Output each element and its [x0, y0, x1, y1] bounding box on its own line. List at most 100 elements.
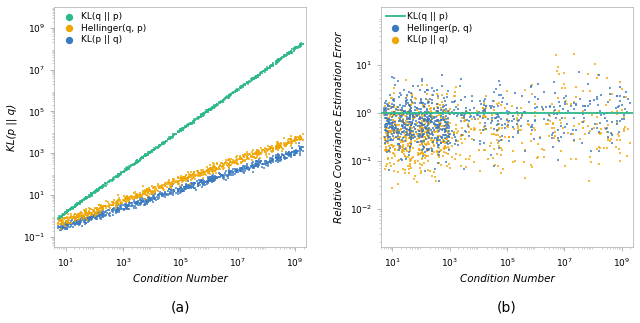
- Point: [216, 174, 226, 179]
- Point: [392, 107, 403, 112]
- Point: [417, 156, 428, 161]
- Point: [236, 168, 246, 173]
- Point: [387, 127, 397, 132]
- Point: [145, 187, 155, 192]
- Point: [508, 104, 518, 109]
- Point: [88, 190, 99, 195]
- Point: [220, 170, 230, 175]
- Point: [383, 148, 393, 153]
- Point: [453, 139, 463, 144]
- Point: [292, 46, 303, 51]
- Point: [236, 168, 246, 173]
- Point: [271, 146, 281, 151]
- Point: [185, 181, 195, 186]
- Point: [152, 187, 162, 192]
- Point: [59, 211, 69, 216]
- Point: [202, 179, 212, 184]
- Point: [239, 82, 249, 88]
- Point: [290, 139, 300, 144]
- Point: [390, 106, 401, 111]
- Point: [266, 64, 276, 69]
- Point: [387, 112, 397, 117]
- Point: [387, 125, 397, 130]
- Point: [440, 108, 451, 113]
- Point: [124, 199, 134, 204]
- Point: [208, 178, 218, 183]
- Point: [212, 175, 222, 181]
- Point: [166, 188, 176, 193]
- Point: [397, 138, 408, 143]
- Point: [205, 166, 216, 171]
- Point: [272, 154, 282, 160]
- Point: [54, 219, 64, 224]
- Point: [496, 102, 506, 108]
- Point: [151, 145, 161, 150]
- Point: [275, 56, 285, 61]
- Point: [58, 216, 68, 221]
- Point: [554, 99, 564, 104]
- Point: [275, 57, 285, 62]
- Point: [295, 134, 305, 140]
- Point: [443, 129, 453, 134]
- Point: [157, 141, 167, 147]
- Point: [602, 129, 612, 134]
- Point: [520, 175, 530, 181]
- Point: [212, 175, 223, 180]
- Point: [380, 141, 390, 146]
- Point: [289, 138, 300, 143]
- Point: [150, 195, 160, 200]
- Point: [138, 198, 148, 203]
- Point: [381, 128, 392, 133]
- Point: [90, 206, 100, 211]
- Point: [157, 186, 168, 192]
- Point: [456, 112, 467, 118]
- Point: [273, 147, 284, 152]
- Point: [436, 110, 447, 116]
- Point: [74, 201, 84, 206]
- Point: [387, 143, 397, 148]
- Point: [408, 83, 418, 88]
- Point: [266, 161, 276, 166]
- Point: [86, 192, 96, 197]
- Point: [404, 140, 415, 145]
- Point: [188, 176, 198, 181]
- Point: [196, 184, 207, 189]
- Point: [123, 197, 133, 202]
- Point: [132, 194, 142, 199]
- Point: [157, 141, 168, 147]
- Point: [248, 152, 259, 157]
- Point: [154, 143, 164, 149]
- Point: [404, 102, 415, 107]
- Point: [267, 62, 277, 67]
- Point: [96, 184, 106, 190]
- Point: [296, 137, 307, 142]
- Point: [198, 182, 208, 187]
- Point: [202, 108, 212, 113]
- Point: [242, 80, 252, 85]
- Point: [81, 213, 92, 218]
- Point: [392, 123, 402, 128]
- Point: [401, 146, 411, 151]
- Point: [266, 144, 276, 149]
- Point: [415, 125, 425, 130]
- Point: [202, 168, 212, 173]
- Point: [404, 136, 414, 141]
- Point: [387, 114, 397, 119]
- Point: [494, 78, 504, 83]
- Point: [87, 192, 97, 197]
- Point: [406, 123, 416, 128]
- Point: [591, 94, 602, 99]
- Point: [92, 214, 102, 219]
- Point: [66, 222, 76, 227]
- Point: [173, 179, 184, 184]
- Point: [277, 147, 287, 152]
- Point: [190, 117, 200, 122]
- Point: [241, 80, 252, 85]
- Point: [416, 151, 426, 156]
- Point: [243, 81, 253, 86]
- Point: [233, 169, 243, 174]
- Point: [193, 170, 203, 175]
- Point: [249, 76, 259, 81]
- Point: [83, 213, 93, 218]
- Point: [180, 177, 191, 182]
